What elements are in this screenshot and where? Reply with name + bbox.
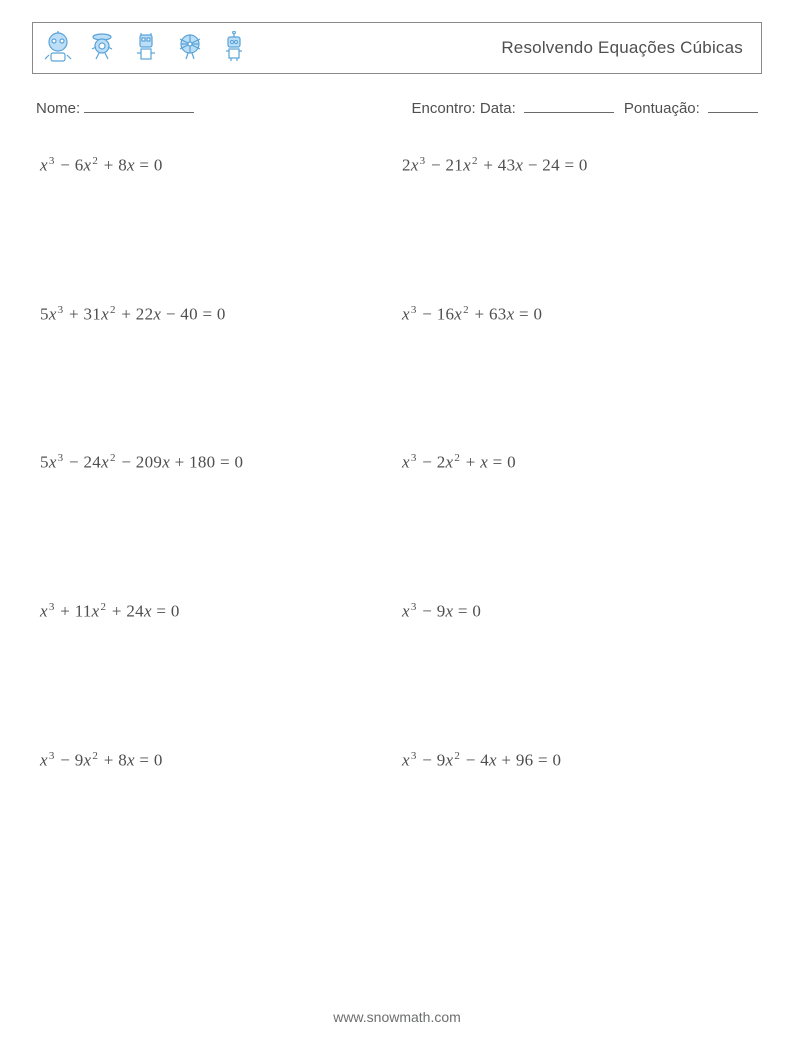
problems-grid: x3 − 6x2 + 8x = 0 2x3 − 21x2 + 43x − 24 =… — [32, 155, 762, 770]
problem-equation: x3 + 11x2 + 24x = 0 — [40, 601, 392, 622]
date-label: Data: — [480, 100, 516, 117]
problem-equation: x3 − 9x2 − 4x + 96 = 0 — [402, 750, 754, 771]
meta-row: Nome: Encontro: Data: Pontuação: — [32, 98, 762, 117]
problem-equation: 5x3 − 24x2 − 209x + 180 = 0 — [40, 452, 392, 473]
footer-url: www.snowmath.com — [0, 1009, 794, 1025]
robot-4-icon — [175, 31, 205, 65]
problem-equation: x3 − 16x2 + 63x = 0 — [402, 304, 754, 325]
problem-equation: 2x3 − 21x2 + 43x − 24 = 0 — [402, 155, 754, 176]
problem-equation: x3 − 9x = 0 — [402, 601, 754, 622]
page-title: Resolvendo Equações Cúbicas — [501, 38, 743, 58]
date-blank[interactable] — [524, 98, 614, 113]
encounter-label: Encontro: — [412, 100, 476, 117]
problem-equation: x3 − 2x2 + x = 0 — [402, 452, 754, 473]
robot-3-icon — [131, 31, 161, 65]
problem-equation: x3 − 6x2 + 8x = 0 — [40, 155, 392, 176]
robot-1-icon — [43, 31, 73, 65]
robot-2-icon — [87, 31, 117, 65]
robot-5-icon — [219, 31, 249, 65]
name-blank[interactable] — [84, 98, 194, 113]
header-box: Resolvendo Equações Cúbicas — [32, 22, 762, 74]
problem-equation: 5x3 + 31x2 + 22x − 40 = 0 — [40, 304, 392, 325]
header-icons — [43, 31, 249, 65]
score-blank[interactable] — [708, 98, 758, 113]
problem-equation: x3 − 9x2 + 8x = 0 — [40, 750, 392, 771]
score-label: Pontuação: — [624, 100, 700, 117]
name-label: Nome: — [36, 100, 80, 117]
